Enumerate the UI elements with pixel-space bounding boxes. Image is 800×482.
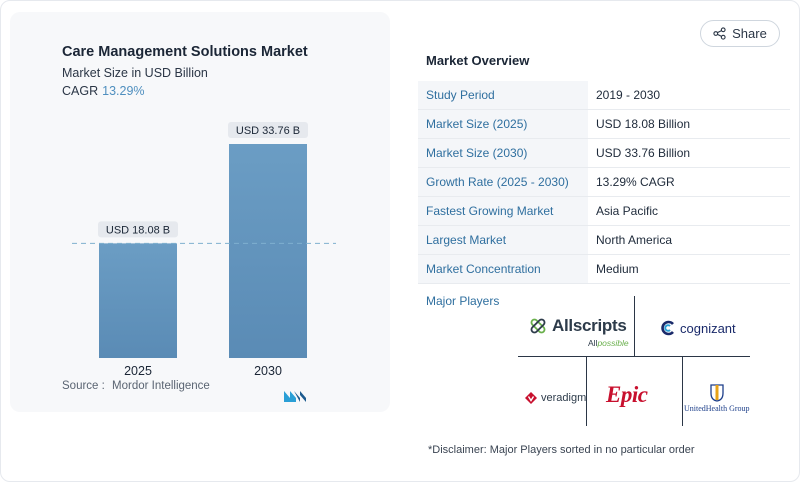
veradigm-name: veradigm (541, 392, 587, 404)
source-label: Source : (62, 380, 105, 392)
allscripts-logo-icon (530, 318, 546, 334)
allscripts-logo: Allscripts Allpossible (528, 316, 629, 348)
x-tick-label: 2030 (254, 364, 282, 378)
overview-row: Market Concentration Medium (418, 255, 790, 284)
overview-key: Study Period (418, 81, 588, 109)
overview-value: USD 33.76 Billion (596, 146, 691, 160)
mordor-intelligence-logo-icon (284, 391, 306, 402)
allscripts-name: Allscripts (552, 316, 627, 335)
overview-key: Market Concentration (418, 255, 588, 283)
data-label-background (228, 122, 308, 138)
data-label: USD 18.08 B (106, 224, 170, 236)
overview-row: Market Size (2030) USD 33.76 Billion (418, 139, 790, 168)
unitedhealth-name: UnitedHealth Group (684, 404, 750, 413)
data-label-background (98, 221, 178, 238)
allscripts-tagline: Allpossible (588, 338, 629, 348)
veradigm-logo-icon (525, 392, 537, 404)
overview-value: Asia Pacific (596, 204, 659, 218)
epic-logo: Epic (606, 382, 648, 408)
bar (99, 243, 177, 358)
share-button[interactable]: Share (700, 20, 780, 47)
chart-subtitle: Market Size in USD Billion (62, 66, 208, 80)
cognizant-logo-icon (661, 320, 674, 336)
chart-cagr: CAGR 13.29% (62, 84, 145, 98)
cognizant-logo: cognizant (660, 320, 736, 336)
cognizant-name: cognizant (680, 320, 736, 336)
overview-row: Fastest Growing Market Asia Pacific (418, 197, 790, 226)
chart-card (10, 12, 390, 412)
overview-value: 2019 - 2030 (596, 88, 661, 102)
chart-title: Care Management Solutions Market (62, 44, 308, 60)
epic-name: Epic (606, 382, 648, 407)
overview-row: Largest Market North America (418, 226, 790, 255)
overview-key: Largest Market (418, 226, 588, 254)
bar (229, 144, 307, 358)
overview-key: Market Size (2030) (418, 139, 588, 167)
major-players-label: Major Players (426, 294, 500, 308)
cagr-value: 13.29% (102, 84, 145, 98)
overview-key: Fastest Growing Market (418, 197, 588, 225)
cagr-label: CAGR (62, 84, 99, 98)
disclaimer: *Disclaimer: Major Players sorted in no … (428, 444, 695, 456)
overview-value: Medium (596, 262, 639, 276)
overview-key: Market Size (2025) (418, 110, 588, 138)
overview-row: Growth Rate (2025 - 2030) 13.29% CAGR (418, 168, 790, 197)
bar-chart: USD 18.08 B 2025 USD 33.76 B 2030 (72, 122, 336, 378)
player-divider-horizontal (518, 356, 750, 357)
share-icon (713, 27, 726, 40)
overview-table: Study Period 2019 - 2030 Market Size (2025… (418, 81, 790, 284)
share-label: Share (732, 26, 767, 41)
overview-row: Study Period 2019 - 2030 (418, 81, 790, 110)
overview-key: Growth Rate (2025 - 2030) (418, 168, 588, 196)
veradigm-logo: veradigm (524, 391, 586, 405)
unitedhealth-logo: UnitedHealth Group (684, 384, 750, 413)
player-divider-vertical-top (634, 296, 635, 356)
overview-title: Market Overview (426, 53, 530, 68)
overview-value: USD 18.08 Billion (596, 117, 691, 131)
overview-value: 13.29% CAGR (596, 175, 675, 189)
overview-value: North America (596, 233, 673, 247)
x-tick-label: 2025 (124, 364, 152, 378)
unitedhealth-logo-icon (710, 384, 724, 402)
player-divider-vertical-left (586, 356, 587, 426)
source-value: Mordor Intelligence (112, 380, 210, 392)
source-note: Source : Mordor Intelligence (62, 380, 210, 392)
data-label: USD 33.76 B (236, 125, 300, 137)
overview-row: Market Size (2025) USD 18.08 Billion (418, 110, 790, 139)
player-divider-vertical-right (682, 356, 683, 426)
